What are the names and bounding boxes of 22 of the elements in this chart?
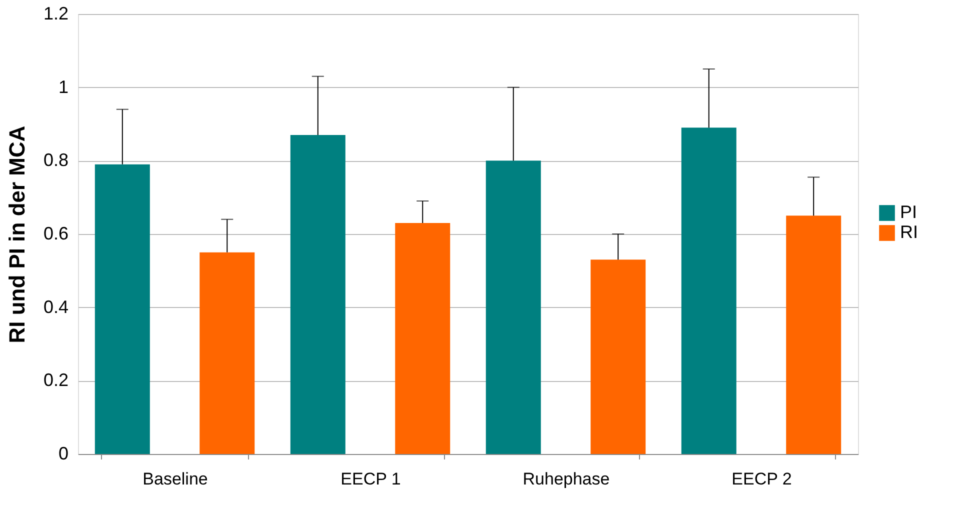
x-tick-label: EECP 1: [340, 470, 401, 488]
bar: [486, 160, 541, 454]
bar: [681, 128, 736, 454]
bar: [200, 252, 255, 454]
bar: [94, 164, 150, 454]
legend-label: PI: [900, 202, 918, 222]
bar: [590, 260, 646, 454]
y-tick-label: 0.4: [43, 296, 68, 317]
y-tick-label: 0: [58, 444, 68, 464]
y-tick-label: 0.2: [43, 370, 68, 390]
bar: [290, 135, 346, 454]
legend-label: RI: [900, 222, 918, 242]
y-tick-label: 0.8: [43, 150, 68, 170]
x-tick-label: EECP 2: [732, 470, 792, 488]
x-tick-label: Baseline: [142, 470, 208, 488]
y-tick-label: 0.6: [43, 224, 68, 244]
bar: [395, 223, 450, 454]
y-tick-label: 1.2: [43, 4, 68, 24]
bar: [786, 216, 842, 454]
y-axis-title: RI und PI in der MCA: [4, 126, 30, 344]
x-tick-label: Ruhephase: [522, 470, 610, 488]
y-tick-label: 1: [58, 76, 68, 97]
